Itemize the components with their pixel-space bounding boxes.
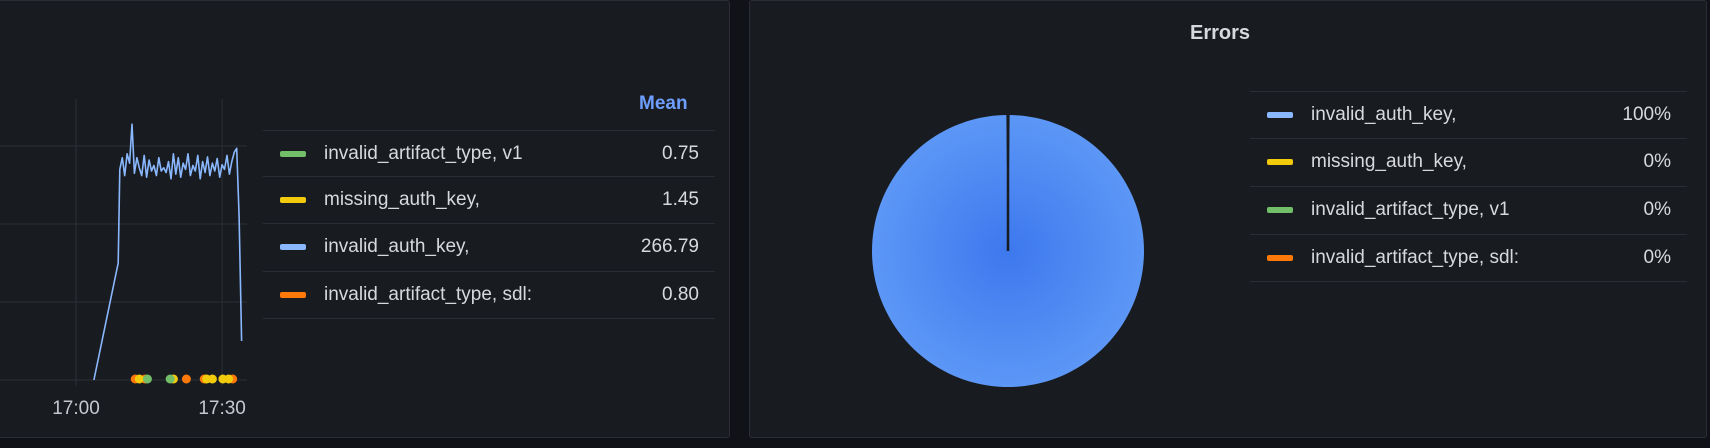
series-color-swatch bbox=[280, 292, 306, 298]
legend-percent: 100% bbox=[1622, 104, 1671, 125]
legend-label: invalid_auth_key, bbox=[1311, 104, 1457, 125]
legend-label: invalid_artifact_type, sdl: bbox=[1311, 247, 1520, 268]
legend-item[interactable]: missing_auth_key, 1.45 bbox=[263, 176, 715, 223]
series-color-swatch bbox=[280, 244, 306, 250]
legend-mean-value: 0.80 bbox=[662, 284, 699, 305]
legend-item[interactable]: invalid_auth_key, 100% bbox=[1250, 91, 1687, 138]
legend-item[interactable]: invalid_artifact_type, sdl: 0.80 bbox=[263, 271, 715, 319]
series-point bbox=[207, 374, 217, 384]
legend-mean-header[interactable]: Mean bbox=[639, 93, 688, 114]
legend-percent: 0% bbox=[1643, 199, 1671, 220]
errors-panel: Errors invalid_auth_key, 100% missing_aut… bbox=[749, 0, 1707, 438]
legend-item[interactable]: invalid_auth_key, 266.79 bbox=[263, 223, 715, 270]
series-color-swatch bbox=[1267, 255, 1293, 261]
series-color-swatch bbox=[1267, 207, 1293, 213]
series-point bbox=[165, 374, 175, 384]
series-point bbox=[134, 374, 144, 384]
legend-label: invalid_auth_key, bbox=[324, 236, 470, 257]
legend-label: invalid_artifact_type, v1 bbox=[324, 143, 523, 164]
series-line bbox=[93, 123, 243, 381]
errors-legend: invalid_auth_key, 100% missing_auth_key, 0… bbox=[1250, 91, 1687, 283]
legend-label: invalid_artifact_type, sdl: bbox=[324, 284, 533, 305]
timeseries-chart: 17:00 17:30 bbox=[0, 99, 247, 419]
legend-label: missing_auth_key, bbox=[1311, 151, 1467, 172]
x-tick-label: 17:00 bbox=[52, 398, 100, 419]
series-color-swatch bbox=[280, 197, 306, 203]
panel-title[interactable]: Errors bbox=[1190, 22, 1251, 44]
series-point bbox=[142, 374, 152, 384]
timeseries-legend: invalid_artifact_type, v1 0.75 missing_au… bbox=[263, 130, 715, 320]
errors-pie-chart bbox=[872, 113, 1144, 387]
legend-label: missing_auth_key, bbox=[324, 189, 480, 210]
legend-mean-value: 0.75 bbox=[662, 143, 699, 164]
legend-item[interactable]: missing_auth_key, 0% bbox=[1250, 138, 1687, 185]
timeseries-panel: 17:00 17:30 Mean invalid_artifact_type, v… bbox=[0, 0, 730, 438]
pie-slice bbox=[872, 115, 1144, 387]
legend-item[interactable]: invalid_artifact_type, sdl: 0% bbox=[1250, 234, 1687, 282]
series-point bbox=[224, 374, 234, 384]
series-color-swatch bbox=[1267, 112, 1293, 118]
legend-percent: 0% bbox=[1643, 247, 1671, 268]
legend-mean-value: 266.79 bbox=[640, 236, 699, 257]
legend-item[interactable]: invalid_artifact_type, v1 0.75 bbox=[263, 130, 715, 177]
series-point bbox=[181, 374, 191, 384]
legend-mean-value: 1.45 bbox=[662, 189, 699, 210]
series-color-swatch bbox=[1267, 159, 1293, 165]
legend-item[interactable]: invalid_artifact_type, v1 0% bbox=[1250, 186, 1687, 233]
legend-percent: 0% bbox=[1643, 151, 1671, 172]
x-tick-label: 17:30 bbox=[198, 398, 246, 419]
series-color-swatch bbox=[280, 151, 306, 157]
legend-label: invalid_artifact_type, v1 bbox=[1311, 199, 1510, 220]
